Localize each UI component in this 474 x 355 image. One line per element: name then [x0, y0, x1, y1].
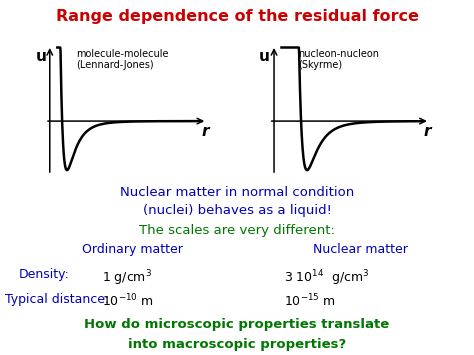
Text: Ordinary matter: Ordinary matter	[82, 243, 183, 256]
Text: u: u	[259, 49, 270, 64]
Text: r: r	[201, 124, 209, 140]
Text: r: r	[424, 124, 431, 140]
Text: The scales are very different:: The scales are very different:	[139, 224, 335, 237]
Text: How do microscopic properties translate: How do microscopic properties translate	[84, 318, 390, 331]
Text: nucleon-nucleon
(Skyrme): nucleon-nucleon (Skyrme)	[298, 49, 379, 71]
Text: Typical distance:: Typical distance:	[5, 293, 109, 306]
Text: Range dependence of the residual force: Range dependence of the residual force	[55, 9, 419, 24]
Text: Nuclear matter in normal condition
(nuclei) behaves as a liquid!: Nuclear matter in normal condition (nucl…	[120, 186, 354, 217]
Text: Density:: Density:	[19, 268, 70, 281]
Text: 10$^{-15}$ m: 10$^{-15}$ m	[284, 293, 336, 310]
Text: molecule-molecule
(Lennard-Jones): molecule-molecule (Lennard-Jones)	[76, 49, 168, 71]
Text: 10$^{-10}$ m: 10$^{-10}$ m	[102, 293, 154, 310]
Text: u: u	[36, 49, 46, 64]
Text: into macroscopic properties?: into macroscopic properties?	[128, 338, 346, 351]
Text: Nuclear matter: Nuclear matter	[313, 243, 408, 256]
Text: 1 g/cm$^3$: 1 g/cm$^3$	[102, 268, 152, 288]
Text: 3 10$^{14}$  g/cm$^3$: 3 10$^{14}$ g/cm$^3$	[284, 268, 370, 288]
